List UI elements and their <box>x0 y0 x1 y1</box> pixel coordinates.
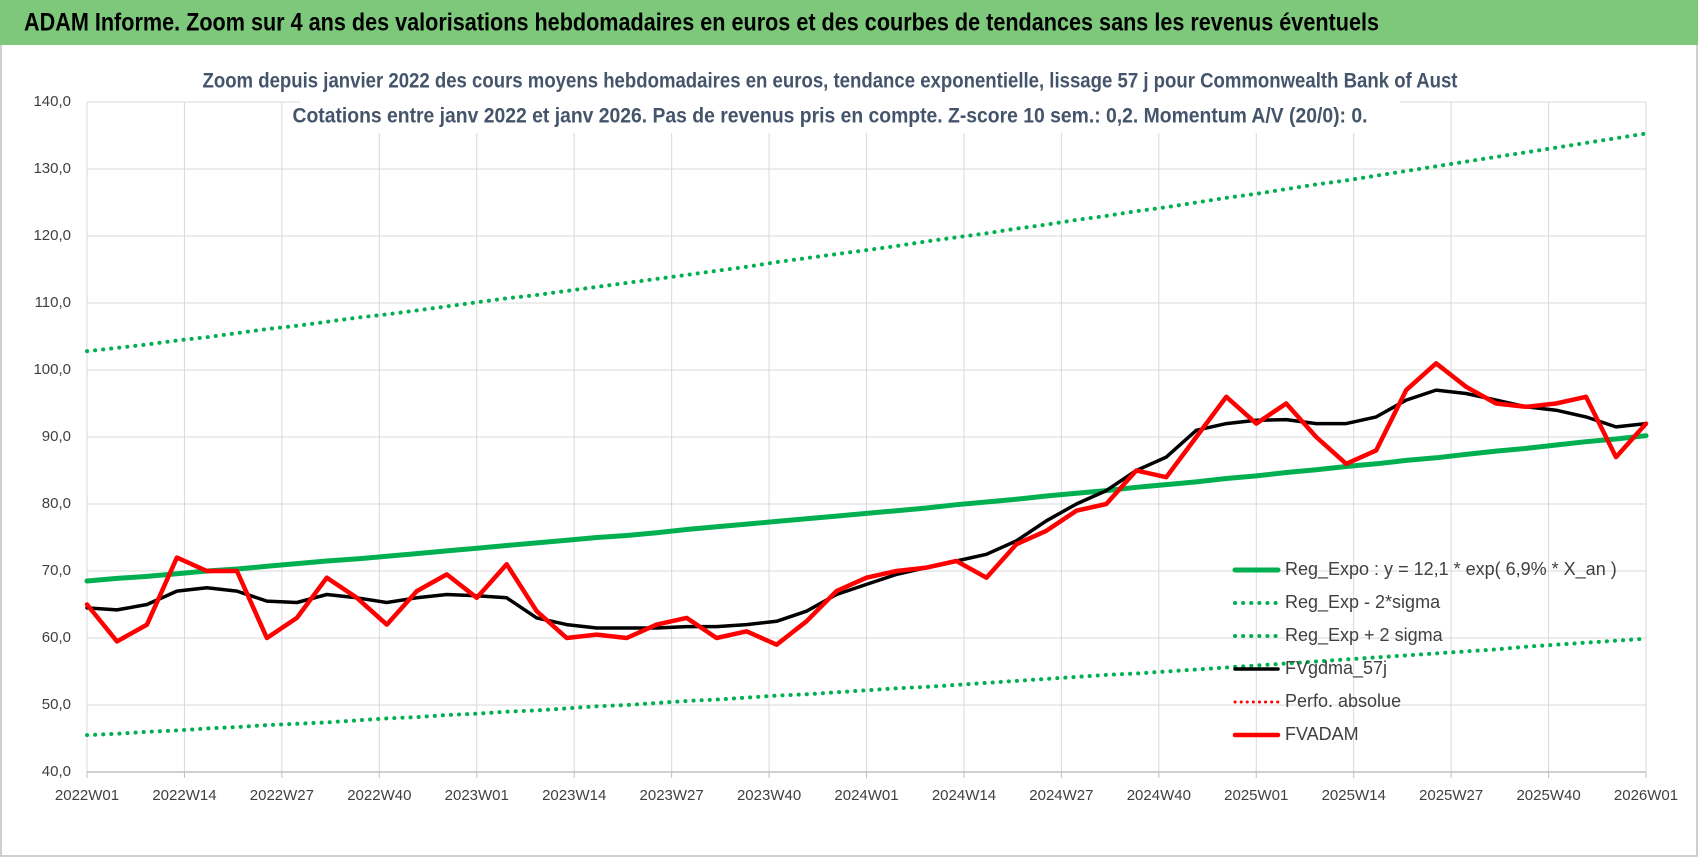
chart-title: Zoom depuis janvier 2022 des cours moyen… <box>203 70 1458 93</box>
x-tick-label: 2023W14 <box>542 787 606 804</box>
legend-label: FVgdma_57j <box>1285 658 1387 679</box>
x-tick-label: 2025W27 <box>1419 787 1483 804</box>
x-tick-label: 2025W40 <box>1516 787 1580 804</box>
x-tick-label: 2022W01 <box>55 787 119 804</box>
header-title: ADAM Informe. Zoom sur 4 ans des valoris… <box>24 9 1379 37</box>
x-tick-label: 2024W01 <box>834 787 898 804</box>
x-tick-label: 2024W40 <box>1127 787 1191 804</box>
x-tick-label: 2025W14 <box>1322 787 1386 804</box>
header-band <box>0 0 1698 45</box>
y-tick-label: 90,0 <box>42 428 71 445</box>
y-tick-label: 70,0 <box>42 562 71 579</box>
y-tick-label: 40,0 <box>42 763 71 780</box>
y-tick-label: 60,0 <box>42 629 71 646</box>
y-tick-label: 110,0 <box>35 294 71 311</box>
y-tick-label: 120,0 <box>33 227 71 244</box>
series-line <box>85 636 1648 738</box>
x-tick-label: 2023W27 <box>640 787 704 804</box>
series-line <box>85 131 1648 354</box>
legend-label: FVADAM <box>1285 724 1359 744</box>
series-line <box>85 388 1648 630</box>
legend-label: Reg_Exp - 2*sigma <box>1285 592 1441 613</box>
x-tick-label: 2026W01 <box>1614 787 1678 804</box>
series-line <box>84 361 1649 647</box>
x-tick-label: 2025W01 <box>1224 787 1288 804</box>
x-tick-label: 2022W14 <box>152 787 216 804</box>
x-tick-label: 2022W27 <box>250 787 314 804</box>
x-tick-label: 2022W40 <box>347 787 411 804</box>
y-tick-label: 50,0 <box>42 696 71 713</box>
y-tick-label: 130,0 <box>33 160 71 177</box>
series-layer <box>84 131 1649 738</box>
chart-subtitle: Cotations entre janv 2022 et janv 2026. … <box>293 105 1368 128</box>
title-bg <box>200 66 1500 98</box>
x-tick-label: 2023W01 <box>445 787 509 804</box>
y-tick-label: 80,0 <box>42 495 71 512</box>
plot-area: 40,0 50,0 60,0 70,0 80,0 90,0 100,0 110,0 120,0 1… <box>33 93 1678 804</box>
x-tick-label: 2024W27 <box>1029 787 1093 804</box>
y-tick-label: 140,0 <box>33 93 71 110</box>
x-tick-label: 2023W40 <box>737 787 801 804</box>
series-line <box>84 433 1649 584</box>
legend-label: Reg_Exp + 2 sigma <box>1285 625 1444 646</box>
y-tick-label: 100,0 <box>33 361 71 378</box>
subtitle-bg <box>300 101 1400 133</box>
legend-label: Perfo. absolue <box>1285 691 1401 711</box>
legend: Reg_Expo : y = 12,1 * exp( 6,9% * X_an )… <box>1232 559 1617 744</box>
legend-label: Reg_Expo : y = 12,1 * exp( 6,9% * X_an ) <box>1285 559 1617 580</box>
x-tick-label: 2024W14 <box>932 787 996 804</box>
